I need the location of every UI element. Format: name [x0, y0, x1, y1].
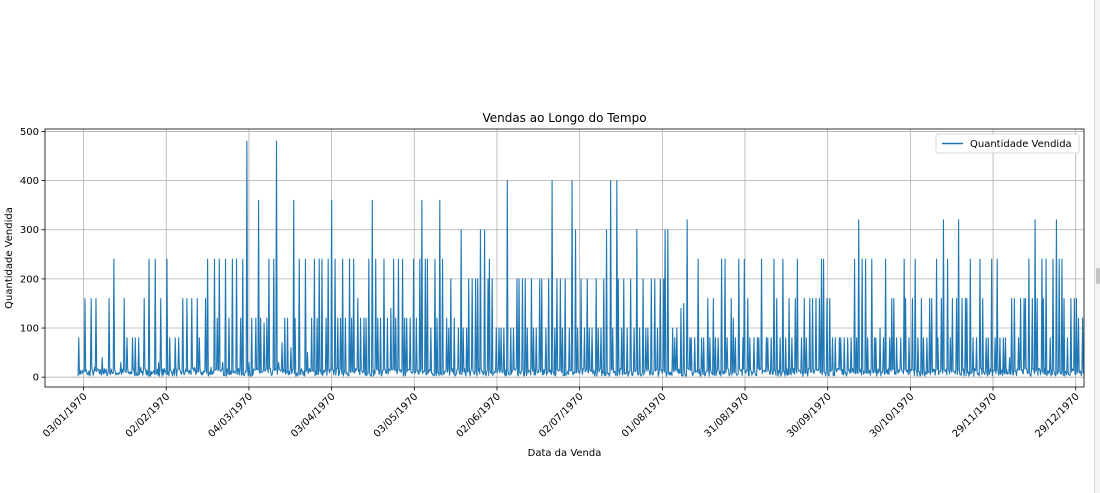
y-tick-label: 400 [20, 176, 39, 187]
series-lines [77, 140, 1084, 377]
x-tick-label: 31/08/1970 [703, 391, 752, 440]
x-axis-label: Data da Venda [528, 448, 602, 459]
chart-title: Vendas ao Longo do Tempo [482, 111, 646, 125]
x-tick-label: 02/06/1970 [455, 391, 504, 440]
legend: Quantidade Vendida [935, 133, 1080, 154]
y-tick-label: 300 [20, 225, 39, 236]
y-tick-label: 500 [20, 127, 39, 138]
legend-box [935, 133, 1080, 154]
vertical-scrollbar[interactable] [1094, 0, 1100, 493]
series-line [77, 140, 1084, 377]
y-tick-label: 100 [20, 324, 39, 335]
grid-lines [45, 129, 1084, 387]
x-tick-label: 29/12/1970 [1033, 391, 1082, 440]
y-axis-ticks: 0 100 200 300 400 500 [20, 127, 45, 384]
x-tick-label: 03/05/1970 [372, 391, 421, 440]
x-tick-label: 30/09/1970 [785, 391, 834, 440]
y-tick-label: 200 [20, 274, 39, 285]
x-tick-label: 01/08/1970 [620, 391, 669, 440]
y-axis-label: Quantidade Vendida [4, 207, 15, 309]
x-tick-label: 04/03/1970 [207, 391, 256, 440]
x-tick-label: 03/01/1970 [41, 391, 90, 440]
x-axis-ticks: 03/01/1970 02/02/1970 04/03/1970 03/04/1970… [41, 387, 1082, 440]
x-tick-label: 02/02/1970 [124, 391, 173, 440]
x-tick-label: 29/11/1970 [951, 391, 1000, 440]
x-tick-label: 02/07/1970 [537, 391, 586, 440]
x-tick-label: 30/10/1970 [868, 391, 917, 440]
scrollbar-thumb[interactable] [1096, 268, 1100, 284]
legend-label: Quantidade Vendida [970, 139, 1072, 150]
x-tick-label: 03/04/1970 [289, 391, 338, 440]
plot-area-frame [44, 128, 1085, 388]
y-tick-label: 0 [33, 373, 39, 384]
